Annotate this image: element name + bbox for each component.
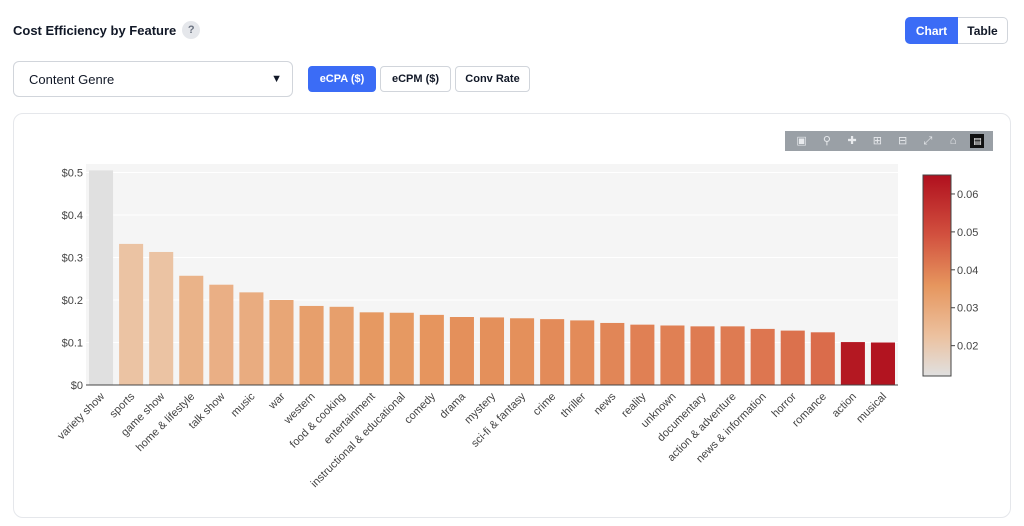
logo-icon[interactable]: ▤ — [970, 134, 985, 148]
x-tick-label: crime — [531, 391, 558, 418]
bar-talk-show — [209, 284, 234, 385]
chevron-down-icon: ▼ — [271, 73, 282, 85]
y-tick-label: $0.1 — [62, 338, 83, 350]
y-tick-label: $0 — [71, 380, 83, 392]
zoom-out-icon[interactable]: ⊟ — [898, 135, 908, 147]
view-toggle: Chart Table — [905, 17, 1008, 44]
camera-icon[interactable]: ▣ — [796, 135, 807, 147]
tab-ecpm[interactable]: eCPM ($) — [380, 66, 451, 92]
bar-entertainment — [359, 312, 384, 385]
tab-ecpa[interactable]: eCPA ($) — [308, 66, 376, 92]
page-title: Cost Efficiency by Feature — [13, 22, 177, 38]
bar-documentary — [690, 326, 715, 385]
feature-select[interactable]: Content Genre ▼ — [13, 61, 293, 97]
x-tick-label: music — [229, 390, 258, 419]
colorbar-tick-label: 0.03 — [957, 303, 978, 315]
bar-crime — [540, 319, 565, 385]
chart-view-button[interactable]: Chart — [905, 17, 958, 44]
y-tick-label: $0.2 — [62, 295, 83, 307]
chart-modebar: ▣ ⚲ ✚ ⊞ ⊟ ⤢ ⌂ ▤ — [785, 131, 993, 151]
help-icon[interactable]: ? — [182, 21, 201, 39]
x-tick-label: musical — [854, 391, 889, 426]
pan-icon[interactable]: ✚ — [847, 135, 857, 147]
x-tick-label: news — [592, 390, 619, 417]
colorbar-tick-label: 0.05 — [957, 227, 978, 239]
bar-variety-show — [89, 170, 114, 385]
bar-instructional-educational — [389, 312, 414, 385]
x-tick-label: sci-fi & fantasy — [469, 390, 528, 449]
bar-unknown — [660, 325, 685, 385]
bar-romance — [810, 332, 835, 385]
x-tick-label: thriller — [559, 390, 589, 420]
x-tick-label: comedy — [402, 390, 438, 426]
bar-mystery — [479, 317, 505, 385]
colorbar-tick-label: 0.04 — [957, 265, 978, 277]
y-tick-label: $0.3 — [62, 253, 83, 265]
colorbar-tick-label: 0.06 — [957, 189, 978, 201]
bar-action — [840, 342, 865, 385]
chart-header: Cost Efficiency by Feature ? — [13, 21, 201, 39]
metric-tabs: eCPA ($) eCPM ($) Conv Rate — [308, 66, 530, 92]
bar-war — [269, 300, 294, 385]
bar-game-show — [149, 251, 174, 385]
bar-sci-fi-fantasy — [510, 318, 535, 385]
bar-comedy — [419, 314, 444, 385]
bar-home-lifestyle — [179, 275, 204, 385]
autoscale-icon[interactable]: ⤢ — [923, 135, 933, 147]
bar-western — [299, 305, 324, 385]
y-tick-label: $0.4 — [62, 210, 83, 222]
bar-thriller — [570, 320, 595, 385]
bar-food-cooking — [329, 306, 354, 385]
feature-select-value: Content Genre — [29, 71, 115, 87]
zoom-icon[interactable]: ⚲ — [822, 135, 831, 147]
bar-sports — [119, 243, 144, 385]
home-icon[interactable]: ⌂ — [949, 135, 957, 147]
zoom-in-icon[interactable]: ⊞ — [872, 135, 882, 147]
bar-musical — [870, 342, 895, 385]
bar-news — [600, 322, 625, 385]
bar-reality — [630, 324, 655, 385]
tab-conv-rate[interactable]: Conv Rate — [455, 66, 530, 92]
table-view-button[interactable]: Table — [958, 17, 1008, 44]
x-tick-label: war — [266, 390, 288, 412]
y-tick-label: $0.5 — [62, 168, 83, 180]
colorbar — [922, 174, 952, 377]
bar-music — [239, 292, 264, 385]
bar-drama — [449, 317, 474, 385]
x-tick-label: variety show — [55, 391, 107, 443]
colorbar-tick-label: 0.02 — [957, 341, 978, 353]
bar-news-information — [750, 328, 775, 385]
bar-action-adventure — [720, 326, 745, 385]
bar-horror — [780, 330, 805, 385]
